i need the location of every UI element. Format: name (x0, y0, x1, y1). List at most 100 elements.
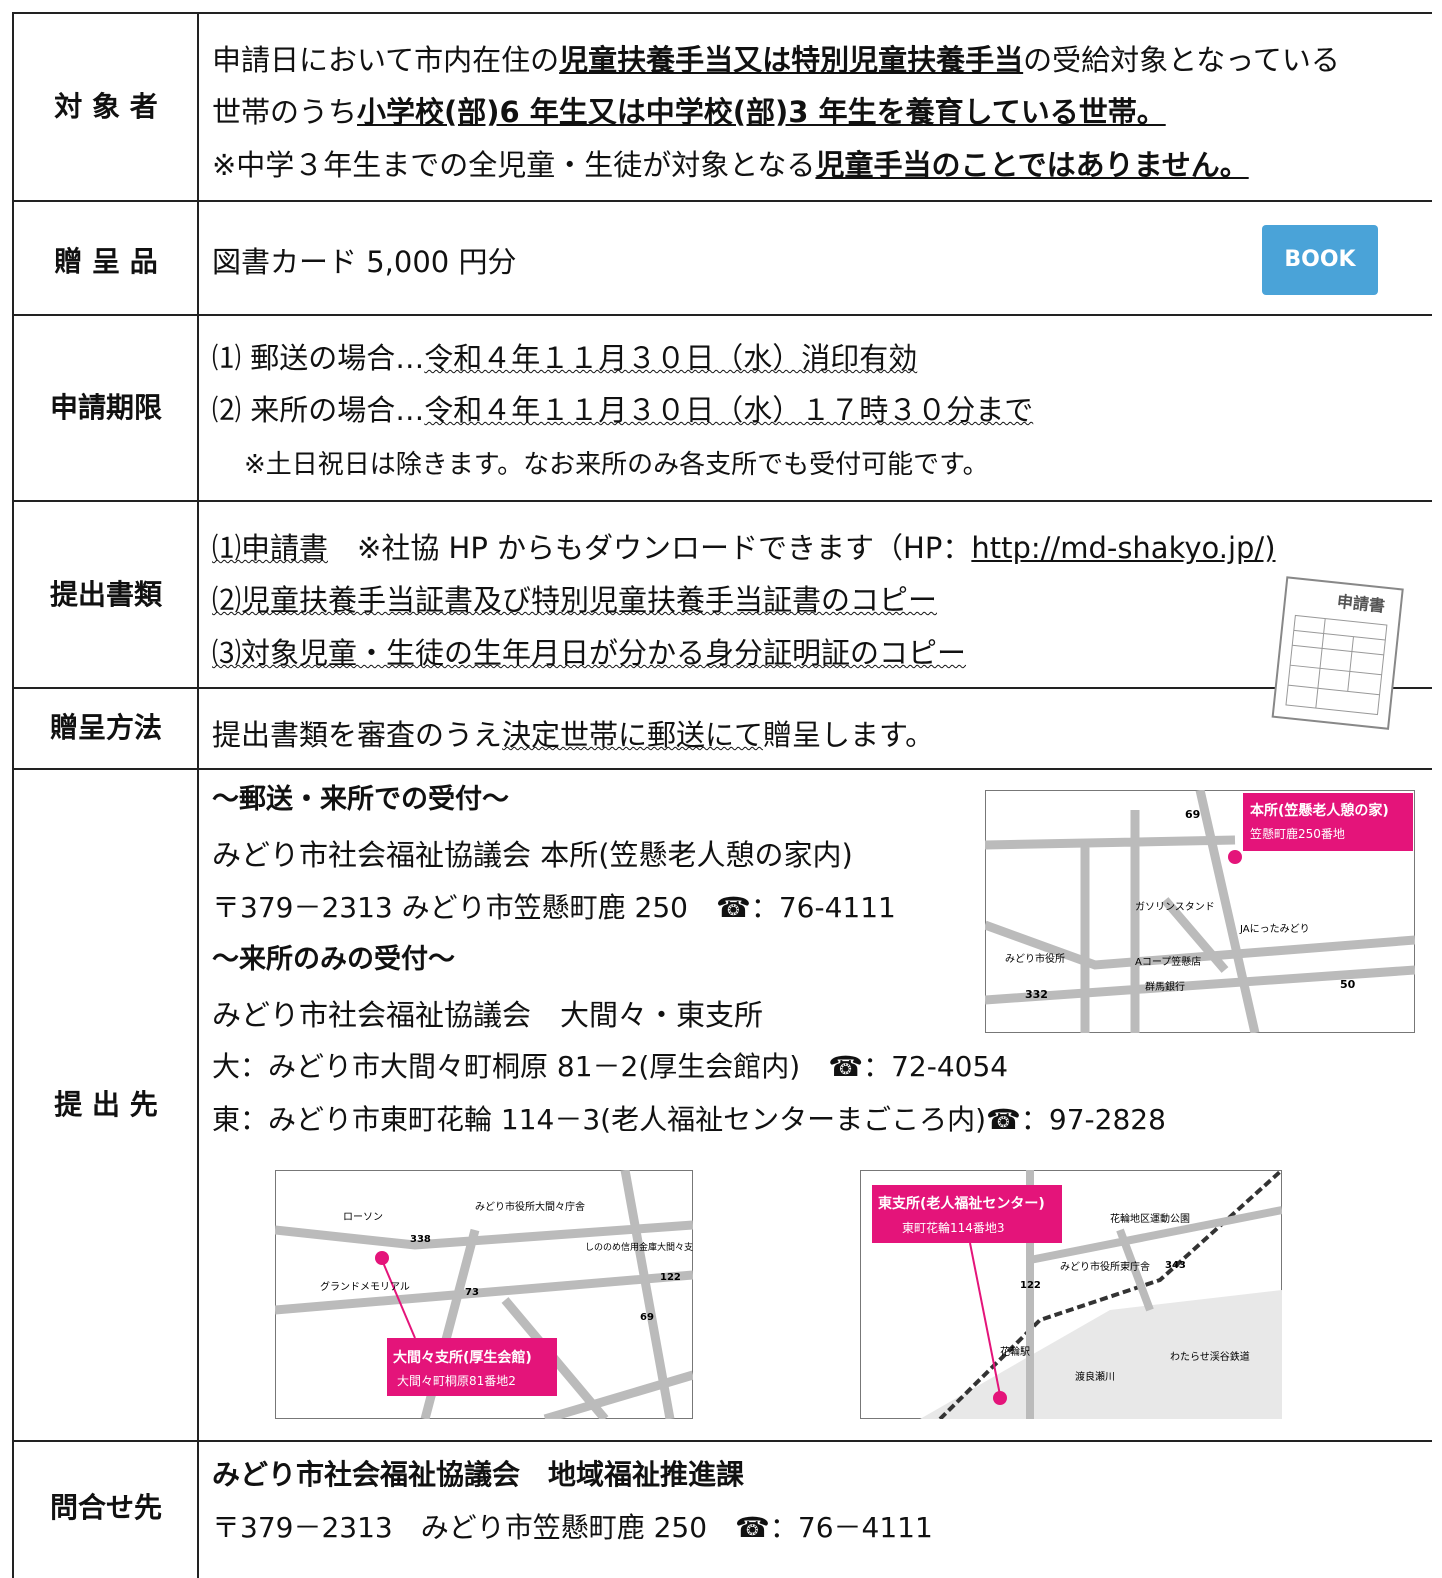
map-label: ガソリンスタンド (1135, 901, 1215, 913)
text-line: 提出書類を審査のうえ決定世帯に郵送にて贈呈します。 (212, 715, 934, 755)
rule (12, 687, 1432, 689)
route-number: 50 (1340, 978, 1356, 991)
emphasis: 令和４年１１月３０日（水）１７時３０分まで (424, 393, 1034, 427)
text: ⑴ 郵送の場合… (212, 341, 425, 375)
road (275, 1170, 693, 1419)
note: ※土日祝日は除きます。なお来所のみ各支所でも受付可能です。 (244, 450, 989, 480)
emphasis: ⑶対象児童・生徒の生年月日が分かる身分証明証のコピー (212, 636, 967, 670)
rule (12, 314, 1432, 316)
route-number: 73 (465, 1287, 479, 1298)
map-label: JAにったみどり (1239, 923, 1310, 935)
map-label: Aコープ笠懸店 (1135, 955, 1201, 968)
emphasis: 小学校(部)6 年生又は中学校(部)3 年生を養育している世帯。 (357, 95, 1166, 129)
row-label: 贈 呈 品 (54, 245, 158, 278)
form-sheet: 申請書 (1271, 576, 1404, 730)
row-label: 対 象 者 (54, 90, 158, 123)
emphasis: ⑵児童扶養手当証書及び特別児童扶養手当証書のコピー (212, 583, 938, 617)
text-line: ⑶対象児童・生徒の生年月日が分かる身分証明証のコピー (212, 633, 966, 673)
text-line: 申請日において市内在住の児童扶養手当又は特別児童扶養手当の受給対象となっている (212, 40, 1340, 80)
heading: みどり市社会福祉協議会 地域福祉推進課 (212, 1458, 745, 1491)
map-pointer (381, 1259, 416, 1339)
text-line: 図書カード 5,000 円分 (212, 245, 517, 279)
form-title: 申請書 (1336, 592, 1386, 616)
route-number: 332 (1025, 988, 1048, 1001)
text-line: ※中学３年生までの全児童・生徒が対象となる児童手当のことではありません。 (212, 145, 1249, 185)
road (985, 790, 1415, 1033)
row-label: 申請期限 (49, 391, 162, 424)
text-line: ⑵ 来所の場合…令和４年１１月３０日（水）１７時３０分まで (212, 390, 1033, 430)
map-callout (387, 1338, 557, 1396)
text-line: ⑵児童扶養手当証書及び特別児童扶養手当証書のコピー (212, 580, 937, 620)
form-grid (1288, 618, 1386, 709)
heading: ～郵送・来所での受付～ (212, 784, 509, 815)
text: ☎：76-4111 (715, 891, 896, 924)
link[interactable]: http://md-shakyo.jp/) (971, 531, 1276, 565)
book-icon: BOOK (1262, 225, 1378, 295)
route-number: 122 (1020, 1280, 1041, 1291)
emphasis: 児童扶養手当又は特別児童扶養手当 (559, 43, 1024, 77)
map-label: わたらせ渓谷鉄道 (1170, 1350, 1250, 1363)
map-label: みどり市役所東庁舎 (1060, 1260, 1150, 1273)
map: 大間々支所(厚生会館) 大間々町桐原81番地2 ローソン みどり市役所大間々庁舎… (275, 1170, 693, 1419)
map-label: 花輪駅 (1000, 1345, 1030, 1358)
text: ※中学３年生までの全児童・生徒が対象となる (212, 148, 816, 182)
map-label: しののめ信用金庫大間々支店 (585, 1241, 693, 1253)
rule (12, 200, 1432, 202)
text-line: 〒379－2313 みどり市笠懸町鹿 250 ☎：76－4111 (212, 1511, 933, 1544)
emphasis: 令和４年１１月３０日（水）消印有効 (424, 341, 918, 375)
map-label: ローソン (343, 1212, 383, 1223)
text-line: ⑴申請書 ※社協 HP からもダウンロードできます（HP：http://md-s… (212, 528, 1276, 568)
route-number: 122 (660, 1272, 681, 1283)
emphasis: 決定世帯に郵送にて (502, 718, 764, 752)
map-label: 渡良瀬川 (1075, 1370, 1115, 1383)
text: ※社協 HP からもダウンロードできます（HP： (357, 531, 972, 565)
form-paper (1271, 576, 1404, 730)
text: 提出書類を審査のうえ (212, 718, 503, 752)
form-grid (1285, 614, 1388, 716)
text: 東：みどり市東町花輪 114－3(老人福祉センターまごころ内) (212, 1103, 987, 1136)
text-line: 大：みどり市大間々町桐原 81－2(厚生会館内) ☎：72-4054 (212, 1047, 1008, 1087)
row-label: 提 出 先 (54, 1088, 158, 1121)
emphasis: ⑴申請書 (212, 531, 329, 565)
text-line: 〒379－2313 みどり市笠懸町鹿 250 ☎：76-4111 (212, 888, 896, 928)
text-line: 東：みどり市東町花輪 114－3(老人福祉センターまごころ内)☎：97-2828 (212, 1100, 1166, 1140)
map-address: 笠懸町鹿250番地 (1250, 826, 1345, 841)
text-line: みどり市社会福祉協議会 本所(笠懸老人憩の家内) (212, 838, 853, 872)
map-pin (993, 1391, 1007, 1405)
map-pin (1228, 850, 1242, 864)
map-address: 大間々町桐原81番地2 (397, 1374, 516, 1388)
rule (12, 1440, 1432, 1442)
row-label: 贈呈方法 (49, 711, 162, 744)
text-line: みどり市社会福祉協議会 大間々・東支所 (212, 998, 764, 1032)
map-label: みどり市役所 (1005, 952, 1065, 965)
rule (12, 12, 1432, 14)
map-label: みどり市役所大間々庁舎 (475, 1200, 585, 1213)
map-callout (1243, 793, 1413, 851)
map-title: 東支所(老人福祉センター) (878, 1195, 1045, 1212)
text: ☎：97-2828 (986, 1103, 1166, 1136)
emphasis: 児童手当のことではありません。 (815, 148, 1249, 182)
heading: ～来所のみの受付～ (212, 944, 455, 975)
river (920, 1290, 1282, 1419)
text-line: 世帯のうち小学校(部)6 年生又は中学校(部)3 年生を養育している世帯。 (212, 92, 1166, 132)
form-icon: 申請書 (1271, 576, 1404, 730)
text: の受給対象となっている (1023, 43, 1340, 77)
map-label: 花輪地区運動公園 (1110, 1212, 1190, 1225)
map-title: 本所(笠懸老人憩の家) (1250, 802, 1389, 819)
text: 大：みどり市大間々町桐原 81－2(厚生会館内) (212, 1050, 801, 1083)
text: ☎：72-4054 (828, 1050, 1009, 1083)
map-label: グランドメモリアル (320, 1280, 410, 1293)
text: ⑵ 来所の場合… (212, 393, 425, 427)
rule (197, 12, 199, 1578)
map-title: 大間々支所(厚生会館) (393, 1349, 532, 1366)
row-label: 問合せ先 (49, 1491, 162, 1524)
rule (12, 12, 14, 1578)
row-label: 提出書類 (49, 578, 162, 611)
route-number: 338 (410, 1234, 431, 1245)
route-number: 343 (1165, 1260, 1186, 1271)
text: 申請日において市内在住の (212, 43, 560, 77)
map-callout (872, 1185, 1062, 1243)
route-number: 69 (1185, 808, 1200, 821)
rule (12, 768, 1432, 770)
